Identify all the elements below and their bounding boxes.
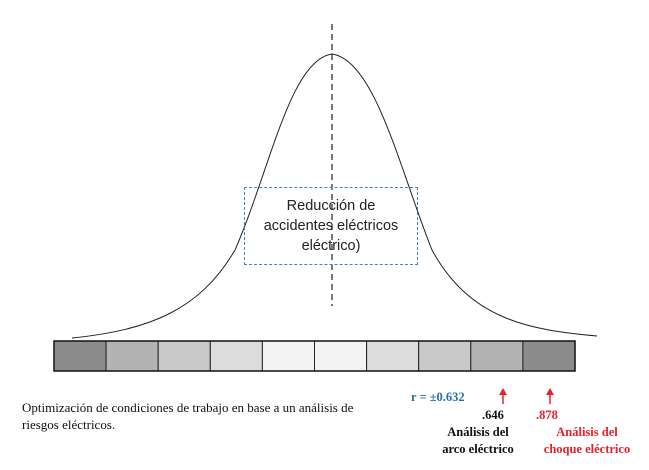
risk-reduction-text: Reducción de accidentes eléctricos eléct… [263, 198, 399, 254]
arc-value: .646 [482, 408, 504, 422]
scale-segment [209, 340, 263, 372]
arc-arrow [499, 388, 507, 404]
scale-segment [418, 340, 472, 372]
scale-segment [261, 340, 315, 372]
scale-segment [105, 340, 159, 372]
scale-bar-outline [53, 340, 576, 372]
scale-segment [522, 340, 576, 372]
r-value-label: r = ±0.632 [411, 390, 465, 404]
scale-segment [53, 340, 107, 372]
scale-segment [366, 340, 420, 372]
scale-segment [470, 340, 524, 372]
arc-analysis-label: Análisis del arco eléctrico [442, 425, 514, 456]
risk-scale-bar [53, 340, 576, 372]
scale-segment [314, 340, 368, 372]
shock-value: .878 [536, 408, 558, 422]
shock-arrow [546, 388, 554, 404]
risk-reduction-box: Reducción de accidentes eléctricos eléct… [244, 187, 418, 265]
shock-analysis-label: Análisis del choque eléctrico [543, 425, 631, 456]
scale-segment [157, 340, 211, 372]
caption-text: Optimización de condiciones de trabajo e… [22, 400, 354, 432]
